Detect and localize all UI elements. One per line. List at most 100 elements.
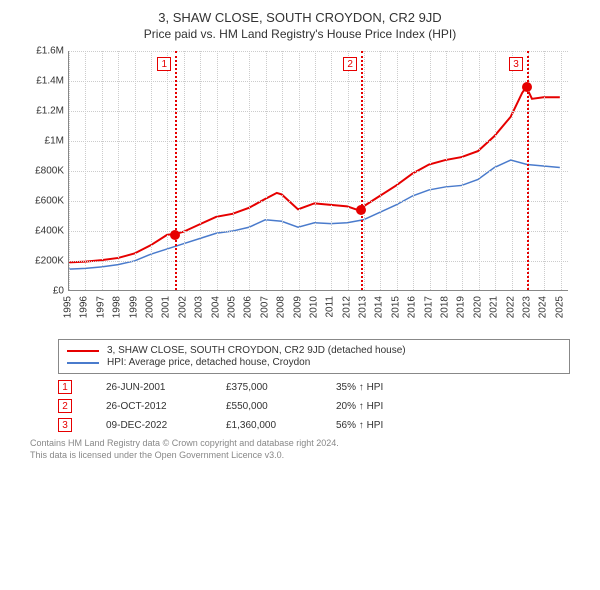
x-axis-label: 2011 xyxy=(325,296,336,318)
gridline-v xyxy=(282,51,283,290)
x-axis-label: 2004 xyxy=(210,296,221,318)
x-axis-label: 2017 xyxy=(423,296,434,318)
gridline-v xyxy=(380,51,381,290)
chart-title: 3, SHAW CLOSE, SOUTH CROYDON, CR2 9JD xyxy=(10,10,590,25)
legend-box: 3, SHAW CLOSE, SOUTH CROYDON, CR2 9JD (d… xyxy=(58,339,570,374)
x-axis-label: 2007 xyxy=(259,296,270,318)
legend-item-hpi: HPI: Average price, detached house, Croy… xyxy=(67,357,561,368)
gridline-h xyxy=(69,171,568,172)
gridline-v xyxy=(331,51,332,290)
event-price: £375,000 xyxy=(226,382,336,393)
event-marker-icon: 1 xyxy=(58,380,72,394)
event-vline xyxy=(361,51,363,290)
gridline-v xyxy=(479,51,480,290)
gridline-h xyxy=(69,51,568,52)
event-row: 2 26-OCT-2012 £550,000 20% ↑ HPI xyxy=(58,399,570,413)
event-vline-label: 1 xyxy=(157,57,171,71)
gridline-v xyxy=(151,51,152,290)
y-axis-label: £0 xyxy=(53,286,64,297)
x-axis-label: 2000 xyxy=(144,296,155,318)
event-date: 26-OCT-2012 xyxy=(106,401,226,412)
event-date: 26-JUN-2001 xyxy=(106,382,226,393)
gridline-v xyxy=(85,51,86,290)
y-axis-label: £200K xyxy=(35,256,64,267)
event-vline xyxy=(175,51,177,290)
x-axis-label: 2006 xyxy=(243,296,254,318)
gridline-v xyxy=(184,51,185,290)
x-axis-label: 2019 xyxy=(456,296,467,318)
gridline-v xyxy=(413,51,414,290)
legend-item-price: 3, SHAW CLOSE, SOUTH CROYDON, CR2 9JD (d… xyxy=(67,345,561,356)
event-dot xyxy=(522,82,532,92)
event-dot xyxy=(170,230,180,240)
x-axis-label: 2015 xyxy=(390,296,401,318)
gridline-v xyxy=(364,51,365,290)
event-row: 3 09-DEC-2022 £1,360,000 56% ↑ HPI xyxy=(58,418,570,432)
x-axis-label: 2018 xyxy=(440,296,451,318)
gridline-h xyxy=(69,141,568,142)
footer-line1: Contains HM Land Registry data © Crown c… xyxy=(30,438,570,450)
gridline-v xyxy=(315,51,316,290)
event-marker-icon: 3 xyxy=(58,418,72,432)
x-axis-label: 2020 xyxy=(472,296,483,318)
x-axis-label: 2022 xyxy=(505,296,516,318)
chart-container: 3, SHAW CLOSE, SOUTH CROYDON, CR2 9JD Pr… xyxy=(0,0,600,469)
gridline-v xyxy=(135,51,136,290)
y-axis-label: £1.4M xyxy=(36,76,64,87)
gridline-v xyxy=(299,51,300,290)
gridline-v xyxy=(167,51,168,290)
gridline-v xyxy=(430,51,431,290)
gridline-v xyxy=(348,51,349,290)
footer-text: Contains HM Land Registry data © Crown c… xyxy=(30,438,570,461)
event-hpi: 56% ↑ HPI xyxy=(336,420,570,431)
y-axis-label: £400K xyxy=(35,226,64,237)
x-axis-label: 1998 xyxy=(112,296,123,318)
gridline-h xyxy=(69,231,568,232)
y-axis-label: £600K xyxy=(35,196,64,207)
gridline-v xyxy=(233,51,234,290)
gridline-v xyxy=(561,51,562,290)
x-axis-label: 2008 xyxy=(276,296,287,318)
x-axis-label: 1995 xyxy=(63,296,74,318)
gridline-v xyxy=(397,51,398,290)
gridline-v xyxy=(217,51,218,290)
x-axis-label: 1996 xyxy=(79,296,90,318)
gridline-v xyxy=(266,51,267,290)
legend-label-price: 3, SHAW CLOSE, SOUTH CROYDON, CR2 9JD (d… xyxy=(107,345,406,356)
x-axis-label: 2013 xyxy=(358,296,369,318)
plot-area: 1 2 3 xyxy=(68,51,568,291)
chart-subtitle: Price paid vs. HM Land Registry's House … xyxy=(10,27,590,41)
footer-line2: This data is licensed under the Open Gov… xyxy=(30,450,570,462)
gridline-v xyxy=(495,51,496,290)
x-axis-label: 2023 xyxy=(522,296,533,318)
x-axis-label: 2005 xyxy=(226,296,237,318)
gridline-v xyxy=(462,51,463,290)
chart-area: 123 £0£200K£400K£600K£800K£1M£1.2M£1.4M£… xyxy=(20,51,580,331)
y-axis-label: £1.6M xyxy=(36,46,64,57)
gridline-h xyxy=(69,201,568,202)
legend-label-hpi: HPI: Average price, detached house, Croy… xyxy=(107,357,310,368)
legend-swatch-price xyxy=(67,350,99,352)
event-price: £550,000 xyxy=(226,401,336,412)
event-vline-label: 2 xyxy=(343,57,357,71)
event-row: 1 26-JUN-2001 £375,000 35% ↑ HPI xyxy=(58,380,570,394)
event-price: £1,360,000 xyxy=(226,420,336,431)
x-axis-label: 2024 xyxy=(538,296,549,318)
x-axis-label: 2025 xyxy=(554,296,565,318)
gridline-h xyxy=(69,81,568,82)
event-hpi: 20% ↑ HPI xyxy=(336,401,570,412)
gridline-v xyxy=(102,51,103,290)
event-vline-label: 3 xyxy=(509,57,523,71)
gridline-v xyxy=(446,51,447,290)
x-axis-label: 2014 xyxy=(374,296,385,318)
event-dot xyxy=(356,205,366,215)
x-axis-label: 1997 xyxy=(95,296,106,318)
event-date: 09-DEC-2022 xyxy=(106,420,226,431)
event-marker-icon: 2 xyxy=(58,399,72,413)
x-axis-label: 2021 xyxy=(489,296,500,318)
event-hpi: 35% ↑ HPI xyxy=(336,382,570,393)
gridline-v xyxy=(200,51,201,290)
y-axis-label: £1M xyxy=(45,136,64,147)
x-axis-label: 2016 xyxy=(407,296,418,318)
gridline-h xyxy=(69,111,568,112)
